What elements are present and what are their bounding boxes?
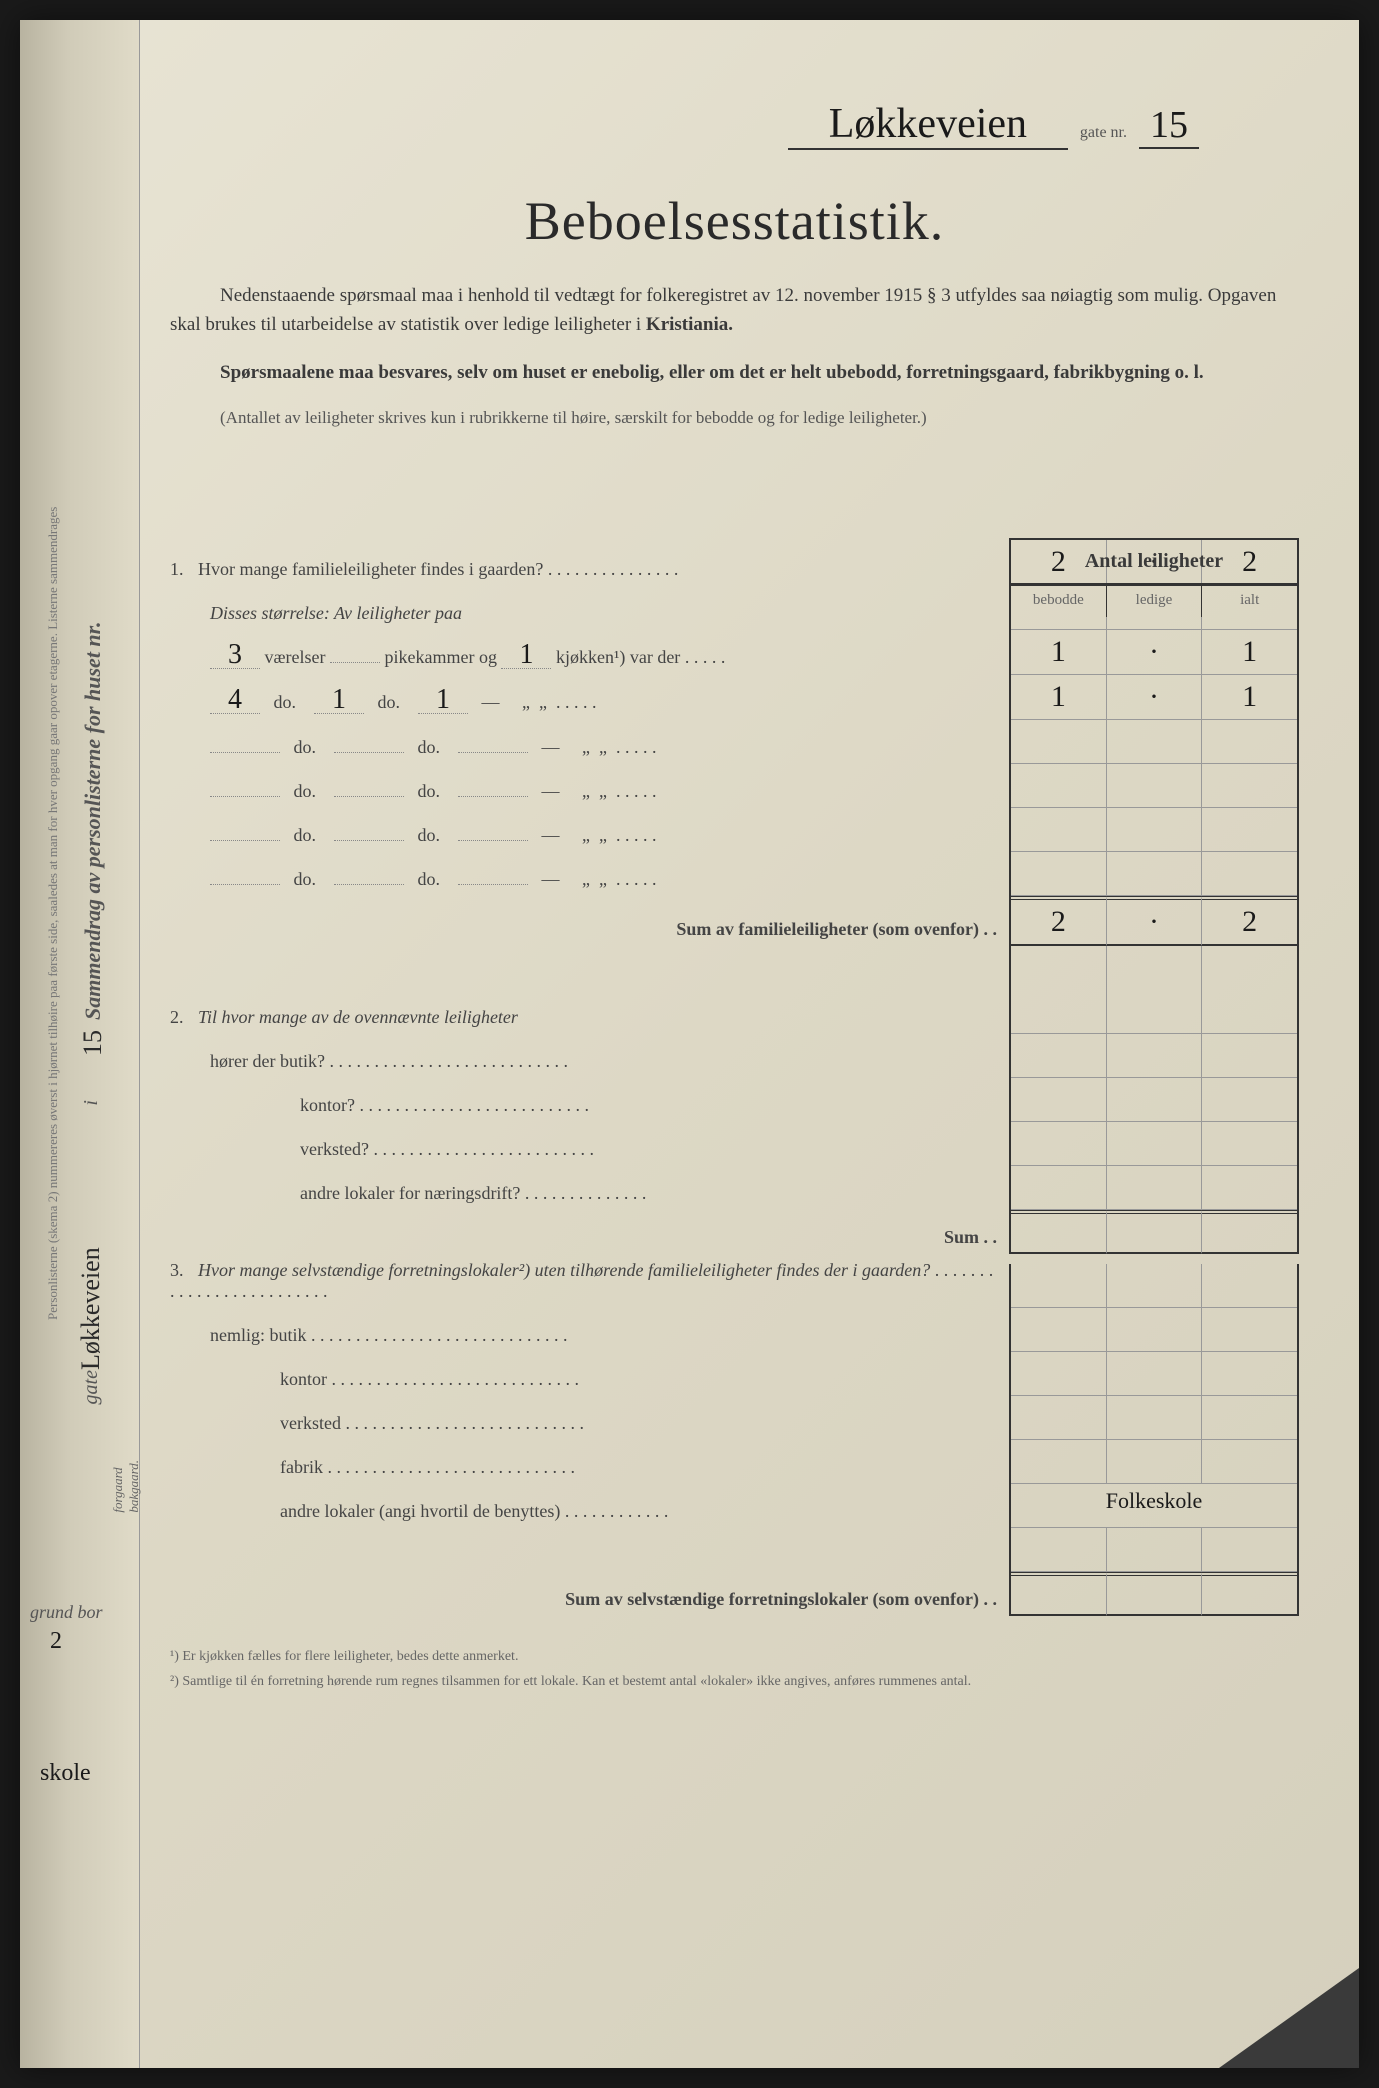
q2-row: 2.Til hvor mange av de ovennævnte leilig… [170, 990, 1299, 1034]
q2-line-3: verksted? . . . . . . . . . . . . . . . … [170, 1122, 1299, 1166]
q1-size-row-4: do. do. — „ „ . . . . . [170, 764, 1299, 808]
q3-sum-row: Sum av selvstændige forretningslokaler (… [170, 1572, 1299, 1616]
q1-sum-ialt: 2 [1202, 896, 1297, 946]
main-content: Løkkeveien gate nr. 15 Beboelsesstatisti… [170, 100, 1299, 1696]
q1-size-row-5: do. do. — „ „ . . . . . [170, 808, 1299, 852]
header-line: Løkkeveien gate nr. 15 [170, 100, 1299, 150]
col-ialt: ialt [1202, 584, 1297, 617]
q1-sum-beb: 2 [1011, 896, 1107, 946]
intro-paragraph-2: Spørsmaalene maa besvares, selv om huset… [170, 359, 1299, 388]
q3-line-fabrik: fabrik . . . . . . . . . . . . . . . . .… [170, 1440, 1299, 1484]
table-area: Antal leiligheter bebodde ledige ialt 1.… [170, 538, 1299, 1616]
q1-r1-ialt: 1 [1202, 630, 1297, 675]
q3-line-butik: nemlig: butik . . . . . . . . . . . . . … [170, 1308, 1299, 1352]
sidebar-house-nr: 15 [78, 1030, 108, 1056]
sidebar-small-print: Personlisterne (skema 2) nummereres øver… [45, 120, 61, 1320]
margin-grund-bor: grund bor [30, 1602, 103, 1623]
q1-size-row-6: do. do. — „ „ . . . . . [170, 852, 1299, 896]
q3-andre-value: Folkeskole [1011, 1484, 1297, 1528]
sidebar-main-heading: Sammendrag av personlisterne for huset n… [80, 120, 106, 1020]
q1-sum-row: Sum av familieleiligheter (som ovenfor) … [170, 896, 1299, 946]
gate-nr-label: gate nr. [1080, 124, 1127, 141]
street-name-field: Løkkeveien [788, 100, 1068, 150]
q1-r2-led: · [1107, 675, 1203, 720]
q1-r2-beb: 1 [1011, 675, 1107, 720]
q1-size-row-1: 3 værelser pikekammer og 1 kjøkken¹) var… [170, 630, 1299, 675]
sidebar-i: i [80, 1100, 103, 1106]
col-bebodde: bebodde [1011, 584, 1107, 617]
q3-line-andre: andre lokaler (angi hvortil de benyttes)… [170, 1484, 1299, 1528]
q2-line-4: andre lokaler for næringsdrift? . . . . … [170, 1166, 1299, 1210]
count-header-title: Antal leiligheter [1011, 540, 1297, 584]
col-ledige: ledige [1107, 584, 1203, 617]
q1-r1-beb: 1 [1011, 630, 1107, 675]
q2-line-2: kontor? . . . . . . . . . . . . . . . . … [170, 1078, 1299, 1122]
q3-row: 3.Hvor mange selvstændige forretningslok… [170, 1254, 1299, 1308]
q3-line-verksted: verksted . . . . . . . . . . . . . . . .… [170, 1396, 1299, 1440]
q1-size-row-3: do. do. — „ „ . . . . . [170, 720, 1299, 764]
margin-skole: skole [40, 1760, 91, 1787]
q1-size-row-2: 4 do. 1 do. 1 — „ „ . . . . . 1 · 1 [170, 675, 1299, 720]
sidebar-street: Løkkeveien [76, 1150, 106, 1370]
q1-sum-led: · [1107, 896, 1203, 946]
q2-line-1: hører der butik? . . . . . . . . . . . .… [170, 1034, 1299, 1078]
footnote-1: ¹) Er kjøkken fælles for flere leilighet… [170, 1646, 1299, 1667]
q2-sum-row: Sum . . [170, 1210, 1299, 1254]
intro-parenthetical: (Antallet av leiligheter skrives kun i r… [170, 408, 1299, 428]
intro-paragraph-1: Nedenstaaende spørsmaal maa i henhold ti… [170, 282, 1299, 339]
q1-r1-led: · [1107, 630, 1203, 675]
page-title: Beboelsesstatistik. [170, 190, 1299, 252]
q3-line-kontor: kontor . . . . . . . . . . . . . . . . .… [170, 1352, 1299, 1396]
questions-block: 1.Hvor mange familieleiligheter findes i… [170, 538, 1299, 1616]
count-column-header: Antal leiligheter bebodde ledige ialt [1009, 538, 1299, 617]
q1-r2-ialt: 1 [1202, 675, 1297, 720]
footnotes: ¹) Er kjøkken fælles for flere leilighet… [170, 1646, 1299, 1692]
sidebar-forgaard: forgaardbakgaard. [110, 1460, 142, 1513]
sidebar-gate-label: gate [80, 1370, 103, 1404]
gate-nr-field: 15 [1139, 103, 1199, 149]
footnote-2: ²) Samtlige til én forretning hørende ru… [170, 1671, 1299, 1692]
margin-grund-bor-value: 2 [50, 1628, 62, 1655]
page-corner-fold [1219, 1968, 1359, 2068]
document-page: Personlisterne (skema 2) nummereres øver… [20, 20, 1359, 2068]
